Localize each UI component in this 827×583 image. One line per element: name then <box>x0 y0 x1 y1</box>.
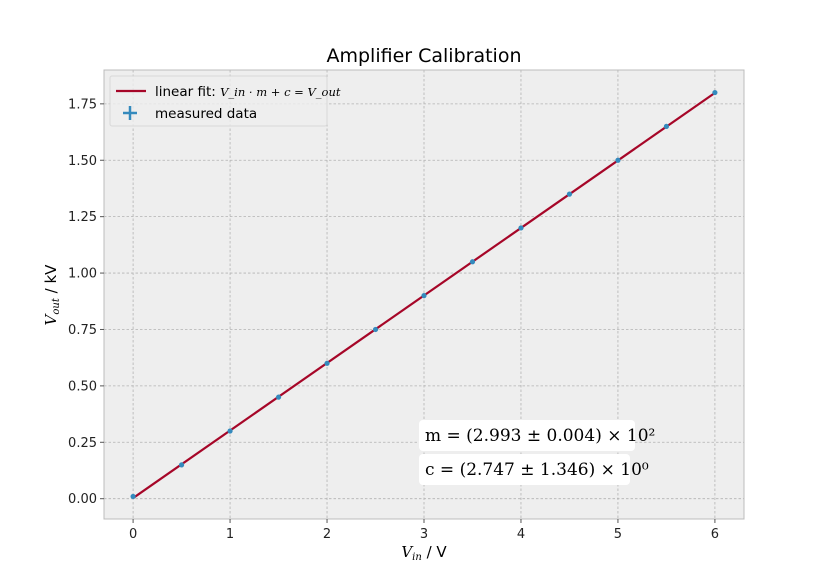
data-point <box>372 326 379 333</box>
data-point <box>227 428 233 434</box>
data-point <box>178 462 185 468</box>
y-tick-label: 0.00 <box>68 492 97 507</box>
y-axis-label: Vout / kV <box>42 264 62 326</box>
x-tick-label: 1 <box>226 527 234 542</box>
legend-fit-label-prefix: linear fit: <box>155 84 220 100</box>
x-axis-label-unit: / V <box>422 543 448 561</box>
legend-box <box>109 75 328 127</box>
legend-fit-label-math: V_in · m + c = V_out <box>220 85 341 99</box>
annotation-m-box <box>419 420 635 451</box>
annotation-c-box <box>419 454 630 485</box>
data-point <box>615 157 621 163</box>
legend-fit-label: linear fit: V_in · m + c = V_out <box>155 84 341 100</box>
data-point <box>712 89 718 96</box>
x-tick-label: 3 <box>420 527 428 542</box>
y-axis-label-symbol: V <box>42 312 60 325</box>
x-tick-label: 0 <box>129 527 137 542</box>
annotation-m-text: m = (2.993 ± 0.004) × 10² <box>425 426 655 446</box>
data-point <box>469 259 476 265</box>
x-tick-label: 5 <box>614 527 622 542</box>
x-tick-label: 2 <box>323 527 331 542</box>
series-layer <box>130 89 718 500</box>
fit-parameter-c-annotation: c = (2.747 ± 1.346) × 10⁰ <box>419 454 649 485</box>
y-tick-label: 1.00 <box>68 267 97 282</box>
x-axis-label: Vin / V <box>401 543 447 563</box>
annotation-c-text: c = (2.747 ± 1.346) × 10⁰ <box>425 460 649 480</box>
y-tick-label: 1.50 <box>68 154 97 169</box>
y-axis-label-unit: / kV <box>42 264 60 298</box>
data-point <box>275 394 282 400</box>
x-tick-label: 6 <box>711 527 719 542</box>
data-point <box>324 360 330 366</box>
y-tick-label: 1.25 <box>68 210 97 225</box>
ticks: 0 1 2 3 4 5 6 0.00 0.25 0.50 0.75 1.00 1.25 1.50 1.75 <box>68 97 719 542</box>
fit-parameter-m-annotation: m = (2.993 ± 0.004) × 10² <box>419 420 655 451</box>
grid <box>104 70 744 519</box>
data-point <box>518 225 524 231</box>
y-axis-label-subscript: out <box>51 297 62 314</box>
legend: linear fit: V_in · m + c = V_out measure… <box>109 75 341 127</box>
y-tick-label: 0.75 <box>68 323 97 338</box>
legend-data-marker-swatch <box>123 106 137 120</box>
data-point <box>566 191 573 197</box>
legend-data-label: measured data <box>155 106 257 122</box>
x-tick-label: 4 <box>517 527 525 542</box>
data-point <box>663 123 670 130</box>
y-tick-label: 0.50 <box>68 379 97 394</box>
data-point <box>130 493 136 500</box>
y-tick-label: 0.25 <box>68 436 97 451</box>
y-tick-label: 1.75 <box>68 97 97 112</box>
x-axis-label-symbol: V <box>401 543 414 561</box>
data-point <box>421 293 427 299</box>
chart-title: Amplifier Calibration <box>326 45 521 67</box>
x-axis-label-subscript: in <box>412 552 422 563</box>
